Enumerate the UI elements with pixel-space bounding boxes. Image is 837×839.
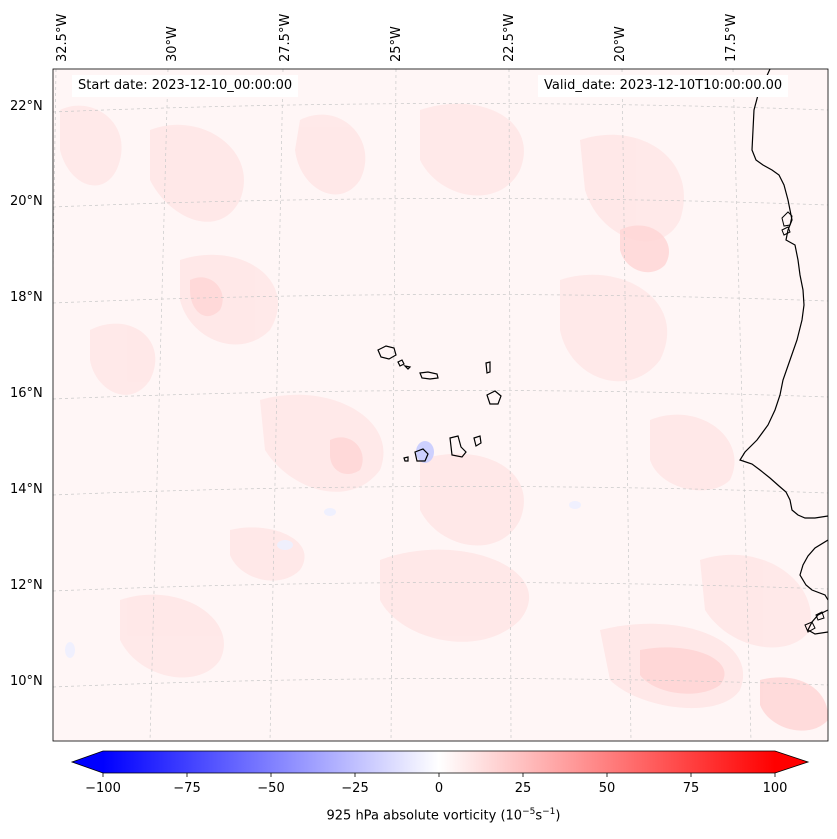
- lon-label: 22.5°W: [502, 13, 517, 62]
- vorticity-negative-patches: [65, 441, 581, 658]
- lat-label: 18°N: [10, 290, 43, 305]
- map-frame: [52, 68, 829, 742]
- lat-label: 10°N: [10, 674, 43, 689]
- colorbar-tick-label: −50: [257, 781, 285, 796]
- island-sao-nicolau: [419, 371, 439, 380]
- lat-label: 20°N: [10, 194, 43, 209]
- colorbar-label: 925 hPa absolute vorticity (10−5s−1): [326, 807, 561, 824]
- lon-label: 25°W: [389, 26, 404, 62]
- colorbar: [70, 750, 810, 777]
- lon-label: 32.5°W: [55, 13, 70, 62]
- island-sao-vicente: [397, 359, 405, 367]
- graticule-lat: [53, 103, 828, 688]
- vorticity-strong-patches: [190, 225, 828, 731]
- colorbar-tick-label: 100: [762, 781, 788, 796]
- colorbar-tick-label: −100: [85, 781, 121, 796]
- valid-date-label: Valid_date: 2023-12-10T10:00:00.00: [538, 75, 789, 97]
- colorbar-max-arrow: [775, 751, 808, 773]
- island-santa-luzia: [403, 365, 412, 370]
- start-date-label: Start date: 2023-12-10_00:00:00: [72, 75, 299, 97]
- lon-label: 27.5°W: [278, 13, 293, 62]
- island-santo-antao: [377, 345, 397, 360]
- colorbar-min-arrow: [72, 751, 103, 773]
- cape-verde-islands: [377, 345, 502, 462]
- colorbar-tick-label: 25: [514, 781, 532, 796]
- lat-label: 14°N: [10, 482, 43, 497]
- island-boa-vista: [486, 390, 502, 405]
- colorbar-tick-label: 0: [434, 781, 444, 796]
- island-fogo: [414, 448, 429, 462]
- island-sal: [485, 361, 491, 374]
- lon-label: 30°W: [165, 26, 180, 62]
- west-africa-coastline: [739, 69, 828, 635]
- lon-label: 20°W: [613, 26, 628, 62]
- colorbar-tick-label: 50: [598, 781, 616, 796]
- colorbar-tick-label: −25: [341, 781, 369, 796]
- island-brava: [403, 456, 409, 462]
- island-santiago: [449, 435, 467, 458]
- lat-label: 12°N: [10, 578, 43, 593]
- lat-label: 16°N: [10, 386, 43, 401]
- colorbar-tick-label: 75: [682, 781, 700, 796]
- lat-label: 22°N: [10, 99, 43, 114]
- colorbar-tick-label: −75: [173, 781, 201, 796]
- graticule-lon: [53, 69, 752, 741]
- coastline-islands: [781, 211, 825, 633]
- lon-label: 17.5°W: [724, 13, 739, 62]
- island-maio: [473, 435, 482, 447]
- colorbar-gradient: [103, 751, 775, 773]
